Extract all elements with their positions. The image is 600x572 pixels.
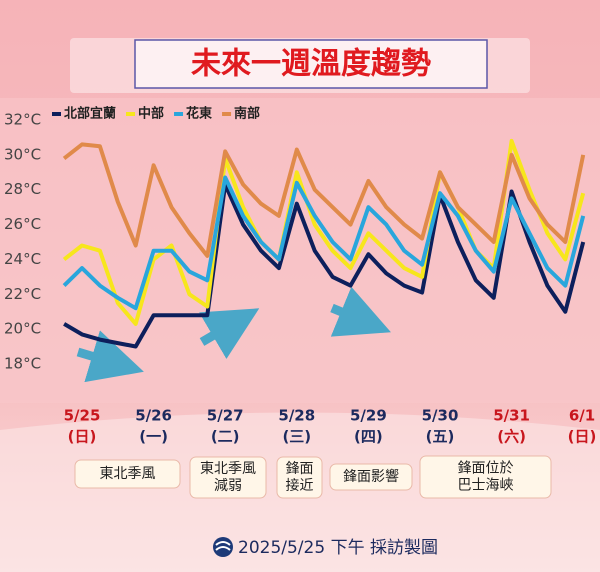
y-tick-label: 32°C	[4, 111, 41, 129]
x-tick-weekday: (二)	[211, 428, 240, 446]
annotation-text: 東北季風	[200, 461, 256, 477]
annotation-text: 鋒面位於	[458, 461, 514, 477]
arrow	[330, 286, 391, 337]
annotation-text: 鋒面	[286, 461, 314, 477]
title-box	[134, 39, 488, 89]
x-tick-label: 6/1	[569, 407, 595, 425]
annotation-box	[74, 459, 181, 489]
annotation-box	[419, 455, 552, 499]
legend-label: 北部宜蘭	[64, 106, 116, 122]
x-tick-weekday: (三)	[282, 428, 311, 446]
x-tick-weekday: (四)	[354, 428, 383, 446]
arrow	[199, 308, 260, 359]
legend-label: 花東	[186, 106, 212, 122]
logo-mark	[215, 541, 231, 551]
annotation-text: 鋒面影響	[343, 468, 399, 485]
annotation-text: 巴士海峽	[458, 478, 514, 494]
x-tick-weekday: (日)	[68, 428, 97, 446]
y-tick-label: 20°C	[4, 320, 41, 338]
arrow	[76, 330, 144, 383]
y-tick-label: 22°C	[4, 285, 41, 303]
x-tick-label: 5/28	[278, 407, 315, 425]
series-line	[62, 175, 586, 311]
x-tick-weekday: (六)	[497, 428, 526, 446]
series-line	[62, 138, 586, 326]
y-tick-label: 26°C	[4, 215, 41, 233]
annotation-text: 減弱	[214, 477, 242, 494]
annotation-box	[329, 463, 413, 491]
legend-label: 中部	[138, 106, 164, 122]
footer: 2025/5/25 下午 採訪製圖	[213, 537, 438, 558]
x-tick-weekday: (一)	[139, 428, 168, 446]
x-tick-label: 5/27	[207, 407, 244, 425]
x-tick-label: 5/29	[350, 407, 387, 425]
series-line	[62, 142, 586, 258]
x-tick-label: 5/26	[135, 407, 172, 425]
x-tick-label: 5/31	[493, 407, 530, 425]
x-tick-weekday: (五)	[426, 428, 455, 446]
x-tick-label: 5/25	[64, 407, 101, 425]
annotation-text: 東北季風	[100, 466, 156, 482]
annotation-box	[189, 456, 267, 499]
y-tick-label: 30°C	[4, 145, 41, 163]
annotation-box	[276, 456, 323, 499]
x-tick-label: 5/30	[422, 407, 459, 425]
series-line	[63, 182, 586, 349]
y-tick-label: 18°C	[4, 354, 41, 372]
y-tick-label: 24°C	[4, 250, 41, 268]
x-tick-weekday: (日)	[568, 428, 597, 446]
chart-title: 未來一週溫度趨勢	[191, 47, 431, 82]
footer-text: 2025/5/25 下午 採訪製圖	[238, 538, 438, 558]
legend-label: 南部	[234, 106, 260, 122]
y-tick-label: 28°C	[4, 180, 41, 198]
annotation-text: 接近	[286, 477, 314, 494]
